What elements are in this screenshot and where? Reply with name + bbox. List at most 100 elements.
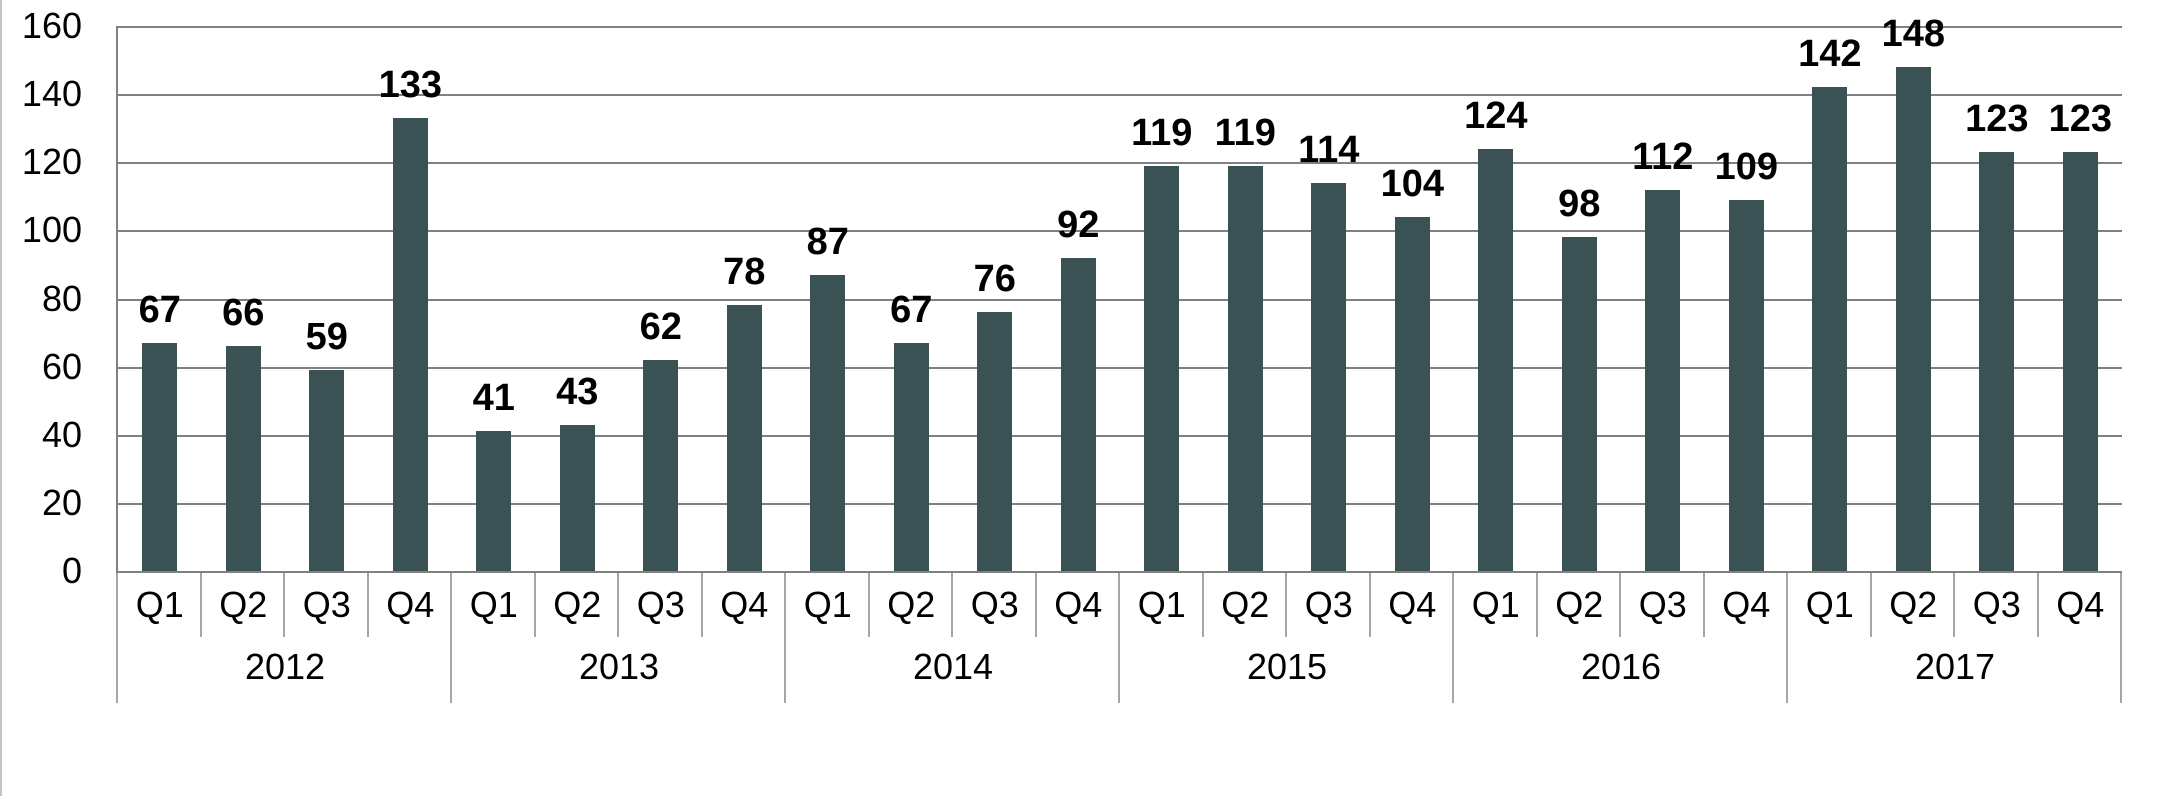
- x-axis-quarter-label: Q4: [720, 584, 769, 625]
- year-separator-line: [1786, 573, 1788, 703]
- y-axis-tick-label: 0: [61, 550, 82, 591]
- bar-2016-q2: [1561, 237, 1597, 571]
- x-axis: Q1 Q2 Q3 Q4 2012 Q1 Q2 Q3 Q4 2013 Q1 Q2 Q3 Q4 2014 Q1 Q2…: [116, 573, 2122, 703]
- gridline: [116, 26, 2122, 28]
- quarter-separator-line: [199, 573, 202, 637]
- x-axis-quarter-label: Q2: [887, 584, 936, 625]
- quarter-separator-line: [1869, 573, 1872, 637]
- year-separator-line: [1118, 573, 1120, 703]
- bar-value-label: 76: [973, 258, 1016, 301]
- x-axis-quarter-label: Q4: [386, 584, 435, 625]
- bar-2016-q3: [1645, 189, 1681, 571]
- bar-2012-q3: [309, 370, 345, 571]
- bar-value-label: 92: [1057, 203, 1100, 246]
- bar-2014-q1: [810, 274, 846, 571]
- gridline: [116, 162, 2122, 165]
- x-axis-quarter-label: Q3: [1638, 584, 1687, 625]
- left-frame-border: [0, 0, 2, 796]
- bar-2012-q2: [225, 346, 261, 571]
- x-axis-year-label: 2014: [912, 646, 994, 687]
- quarter-separator-line: [2036, 573, 2039, 637]
- bar-value-label: 66: [222, 292, 265, 335]
- bar-value-label: 124: [1464, 94, 1528, 137]
- quarter-separator-line: [617, 573, 619, 637]
- x-axis-year-label: 2013: [578, 646, 660, 687]
- bar-value-label: 119: [1214, 111, 1276, 154]
- x-axis-quarter-label: Q2: [1555, 584, 1604, 625]
- gridline: [116, 366, 2122, 369]
- bar-2017-q1: [1812, 87, 1848, 571]
- bar-value-label: 109: [1714, 145, 1778, 188]
- y-axis: 0 20 40 60 80 100 120 140 160: [0, 0, 88, 796]
- gridline: [116, 94, 2122, 97]
- bar-value-label: 133: [378, 64, 442, 106]
- bar-value-label: 87: [806, 220, 849, 263]
- bar-2015-q2: [1227, 165, 1263, 571]
- bar-2015-q4: [1394, 216, 1430, 571]
- quarter-separator-line: [1535, 573, 1538, 637]
- x-axis-quarter-label: Q1: [469, 584, 518, 625]
- x-axis-quarter-label: Q3: [1304, 584, 1353, 625]
- year-separator-line: [450, 573, 452, 703]
- y-axis-tick-label: 120: [21, 141, 82, 183]
- y-axis-tick-label: 80: [41, 277, 82, 319]
- x-axis-quarter-label: Q2: [1221, 584, 1270, 625]
- bar-2013-q4: [726, 305, 762, 571]
- y-axis-tick-label: 60: [41, 345, 82, 387]
- quarter-separator-line: [700, 573, 703, 637]
- quarter-separator-line: [1034, 573, 1037, 637]
- quarter-separator-line: [1702, 573, 1705, 637]
- bar-2013-q3: [643, 359, 679, 571]
- bar-2017-q4: [2062, 152, 2098, 571]
- x-axis-quarter-label: Q2: [1889, 584, 1938, 625]
- gridline: [116, 502, 2122, 505]
- y-axis-tick-label: 140: [21, 73, 82, 115]
- bar-value-label: 67: [138, 288, 181, 331]
- x-axis-year-label: 2015: [1246, 646, 1328, 687]
- year-separator-line: [2120, 573, 2122, 703]
- x-axis-quarter-label: Q3: [970, 584, 1019, 625]
- bar-2013-q1: [476, 431, 512, 571]
- bar-2016-q1: [1478, 148, 1514, 571]
- year-separator-line: [784, 573, 786, 703]
- x-axis-year-label: 2012: [244, 646, 326, 687]
- x-axis-quarter-label: Q4: [1054, 584, 1103, 625]
- bar-value-label: 142: [1798, 33, 1862, 76]
- x-axis-quarter-label: Q1: [803, 584, 852, 625]
- bar-2014-q3: [977, 312, 1013, 571]
- quarter-separator-line: [283, 573, 285, 637]
- x-axis-quarter-label: Q1: [135, 584, 184, 625]
- year-separator-line: [1452, 573, 1454, 703]
- bar-2012-q4: [392, 118, 428, 571]
- bar-value-label: 148: [1881, 12, 1945, 55]
- year-separator-line: [116, 573, 118, 703]
- bar-2016-q4: [1728, 199, 1764, 571]
- bar-2013-q2: [559, 424, 595, 571]
- bar-2015-q3: [1311, 182, 1347, 571]
- quarter-separator-line: [1201, 573, 1204, 637]
- quarter-separator-line: [951, 573, 953, 637]
- bar-value-label: 114: [1298, 128, 1360, 171]
- bar-value-label: 123: [1965, 98, 2029, 140]
- bar-value-label: 59: [305, 316, 348, 358]
- bar-2017-q2: [1895, 66, 1931, 571]
- y-axis-tick-label: 160: [21, 5, 82, 46]
- x-axis-quarter-label: Q1: [1805, 584, 1854, 625]
- bar-value-label: 62: [639, 305, 682, 348]
- x-axis-quarter-label: Q4: [2056, 584, 2105, 625]
- x-axis-quarter-label: Q4: [1722, 584, 1771, 625]
- quarter-separator-line: [366, 573, 369, 637]
- bar-2012-q1: [142, 342, 178, 571]
- x-axis-line: [116, 571, 2122, 573]
- bar-2017-q3: [1979, 152, 2015, 571]
- quarter-separator-line: [867, 573, 870, 637]
- x-axis-quarter-label: Q1: [1471, 584, 1520, 625]
- quarter-separator-line: [1953, 573, 1955, 637]
- bar-value-label: 112: [1632, 135, 1694, 178]
- bar-value-label: 67: [890, 288, 933, 331]
- x-axis-year-label: 2017: [1914, 646, 1996, 687]
- bar-2014-q4: [1060, 257, 1096, 571]
- x-axis-quarter-label: Q2: [553, 584, 602, 625]
- gridline: [116, 298, 2122, 301]
